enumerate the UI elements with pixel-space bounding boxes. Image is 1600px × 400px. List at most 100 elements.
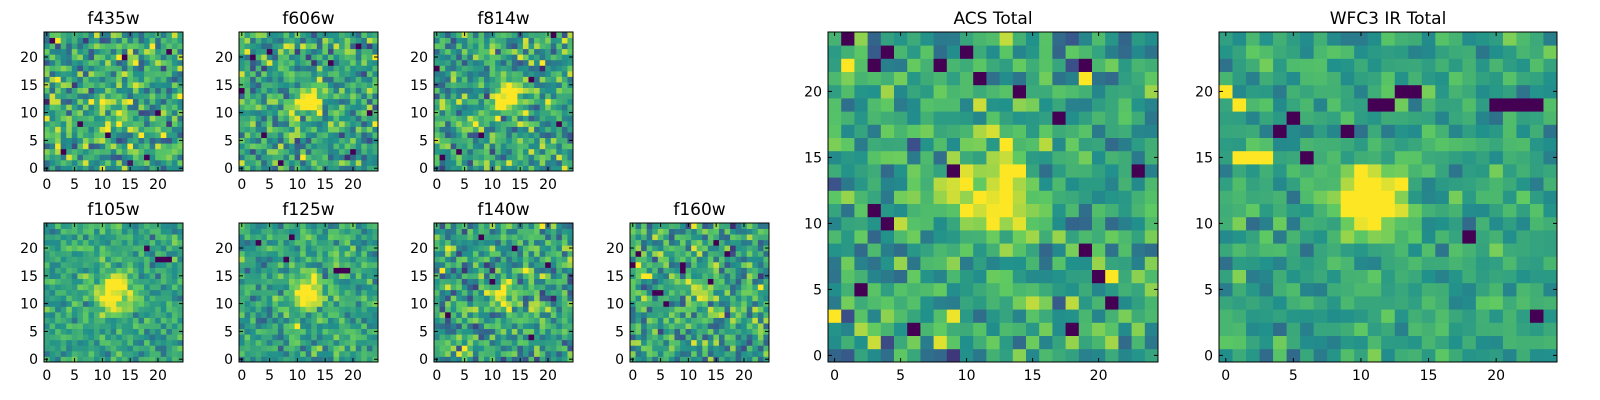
heatmap-cell [250, 132, 257, 139]
heatmap-cell [361, 328, 368, 335]
heatmap-cell [691, 273, 698, 279]
heatmap-cell [668, 334, 675, 341]
heatmap-cell [255, 59, 262, 66]
heatmap-cell [445, 137, 452, 144]
heatmap-cell [166, 98, 173, 105]
heatmap-cell [880, 309, 895, 323]
heatmap-cell [674, 328, 681, 335]
heatmap-cell [283, 339, 290, 346]
heatmap-cell [289, 295, 295, 302]
heatmap-cell [322, 339, 329, 346]
heatmap-cell [322, 261, 329, 268]
heatmap-cell [283, 165, 290, 172]
heatmap-cell [528, 70, 535, 77]
heatmap-cell [277, 317, 284, 324]
heatmap-cell [372, 228, 379, 235]
heatmap-cell [550, 267, 557, 274]
heatmap-cell [707, 223, 714, 229]
heatmap-cell [283, 132, 290, 139]
heatmap-cell [138, 32, 145, 38]
heatmap-cell [434, 159, 440, 166]
heatmap-cell [467, 250, 474, 257]
heatmap-cell [49, 93, 56, 100]
heatmap-cell [255, 311, 262, 318]
heatmap-cell [105, 70, 112, 77]
heatmap-cell [82, 137, 89, 144]
heatmap-cell [71, 98, 78, 105]
heatmap-cell [534, 98, 541, 105]
heatmap-cell [127, 289, 134, 296]
x-tick-label: 5 [656, 368, 665, 384]
heatmap-cell [355, 104, 362, 111]
heatmap-cell [718, 328, 725, 335]
heatmap-cell [1065, 335, 1080, 350]
heatmap-cell [311, 54, 318, 61]
heatmap-cell [366, 165, 373, 172]
heatmap-cell [127, 104, 134, 111]
heatmap-cell [528, 165, 535, 172]
heatmap-cell [854, 348, 868, 363]
heatmap-cell [567, 323, 574, 330]
heatmap-cell [261, 132, 268, 139]
heatmap-cell [138, 115, 145, 122]
heatmap-cell [244, 334, 251, 341]
heatmap-cell [77, 159, 84, 166]
heatmap-cell [545, 59, 552, 66]
heatmap-cell [545, 278, 552, 285]
heatmap-cell [250, 93, 257, 100]
heatmap-cell [1078, 177, 1093, 191]
heatmap-cell [534, 234, 541, 241]
heatmap-cell [500, 311, 507, 318]
heatmap-cell [880, 190, 895, 204]
heatmap-cell [127, 82, 134, 88]
heatmap-cell [372, 126, 379, 133]
heatmap-cell [144, 137, 151, 144]
heatmap-cell [691, 350, 698, 357]
heatmap-cell [272, 148, 279, 155]
heatmap-cell [82, 267, 89, 274]
heatmap-cell [350, 109, 357, 116]
heatmap-cell [327, 317, 334, 324]
heatmap-cell [696, 228, 703, 235]
heatmap-cell [110, 334, 117, 341]
heatmap-cell [439, 311, 446, 318]
heatmap-cell [999, 309, 1014, 323]
heatmap-cell [506, 165, 513, 172]
heatmap-cell [702, 234, 709, 241]
heatmap-cell [110, 339, 117, 346]
heatmap-cell [266, 82, 273, 88]
heatmap-cell [674, 245, 681, 252]
heatmap-cell [305, 261, 312, 268]
heatmap-cell [894, 296, 908, 310]
axes-frame [629, 222, 770, 363]
heatmap-cell [511, 311, 518, 318]
heatmap-cell [361, 76, 368, 83]
heatmap-cell [355, 300, 362, 307]
heatmap-cell [528, 148, 535, 155]
heatmap-cell [272, 159, 279, 166]
heatmap-cell [105, 165, 112, 172]
heatmap-cell [657, 261, 664, 268]
heatmap-cell [244, 234, 251, 241]
heatmap-cell [66, 311, 73, 318]
heatmap-cell [311, 300, 318, 307]
heatmap-cell [630, 239, 636, 246]
heatmap-cell [439, 37, 446, 44]
heatmap-cell [166, 245, 173, 252]
heatmap-cell [177, 323, 184, 330]
heatmap-cell [333, 104, 340, 111]
heatmap-cell [283, 245, 290, 252]
heatmap-cell [127, 159, 134, 166]
heatmap-cell [702, 228, 709, 235]
heatmap-cell [49, 245, 56, 252]
heatmap-cell [646, 323, 653, 330]
heatmap-cell [545, 228, 552, 235]
x-tick-label: 5 [265, 177, 274, 193]
heatmap-cell [1118, 335, 1132, 350]
heatmap-cell [539, 82, 546, 88]
heatmap-cell [272, 334, 279, 341]
heatmap-cell [305, 334, 312, 341]
heatmap-cell [344, 154, 351, 161]
heatmap-cell [277, 323, 284, 330]
heatmap-cell [66, 261, 73, 268]
